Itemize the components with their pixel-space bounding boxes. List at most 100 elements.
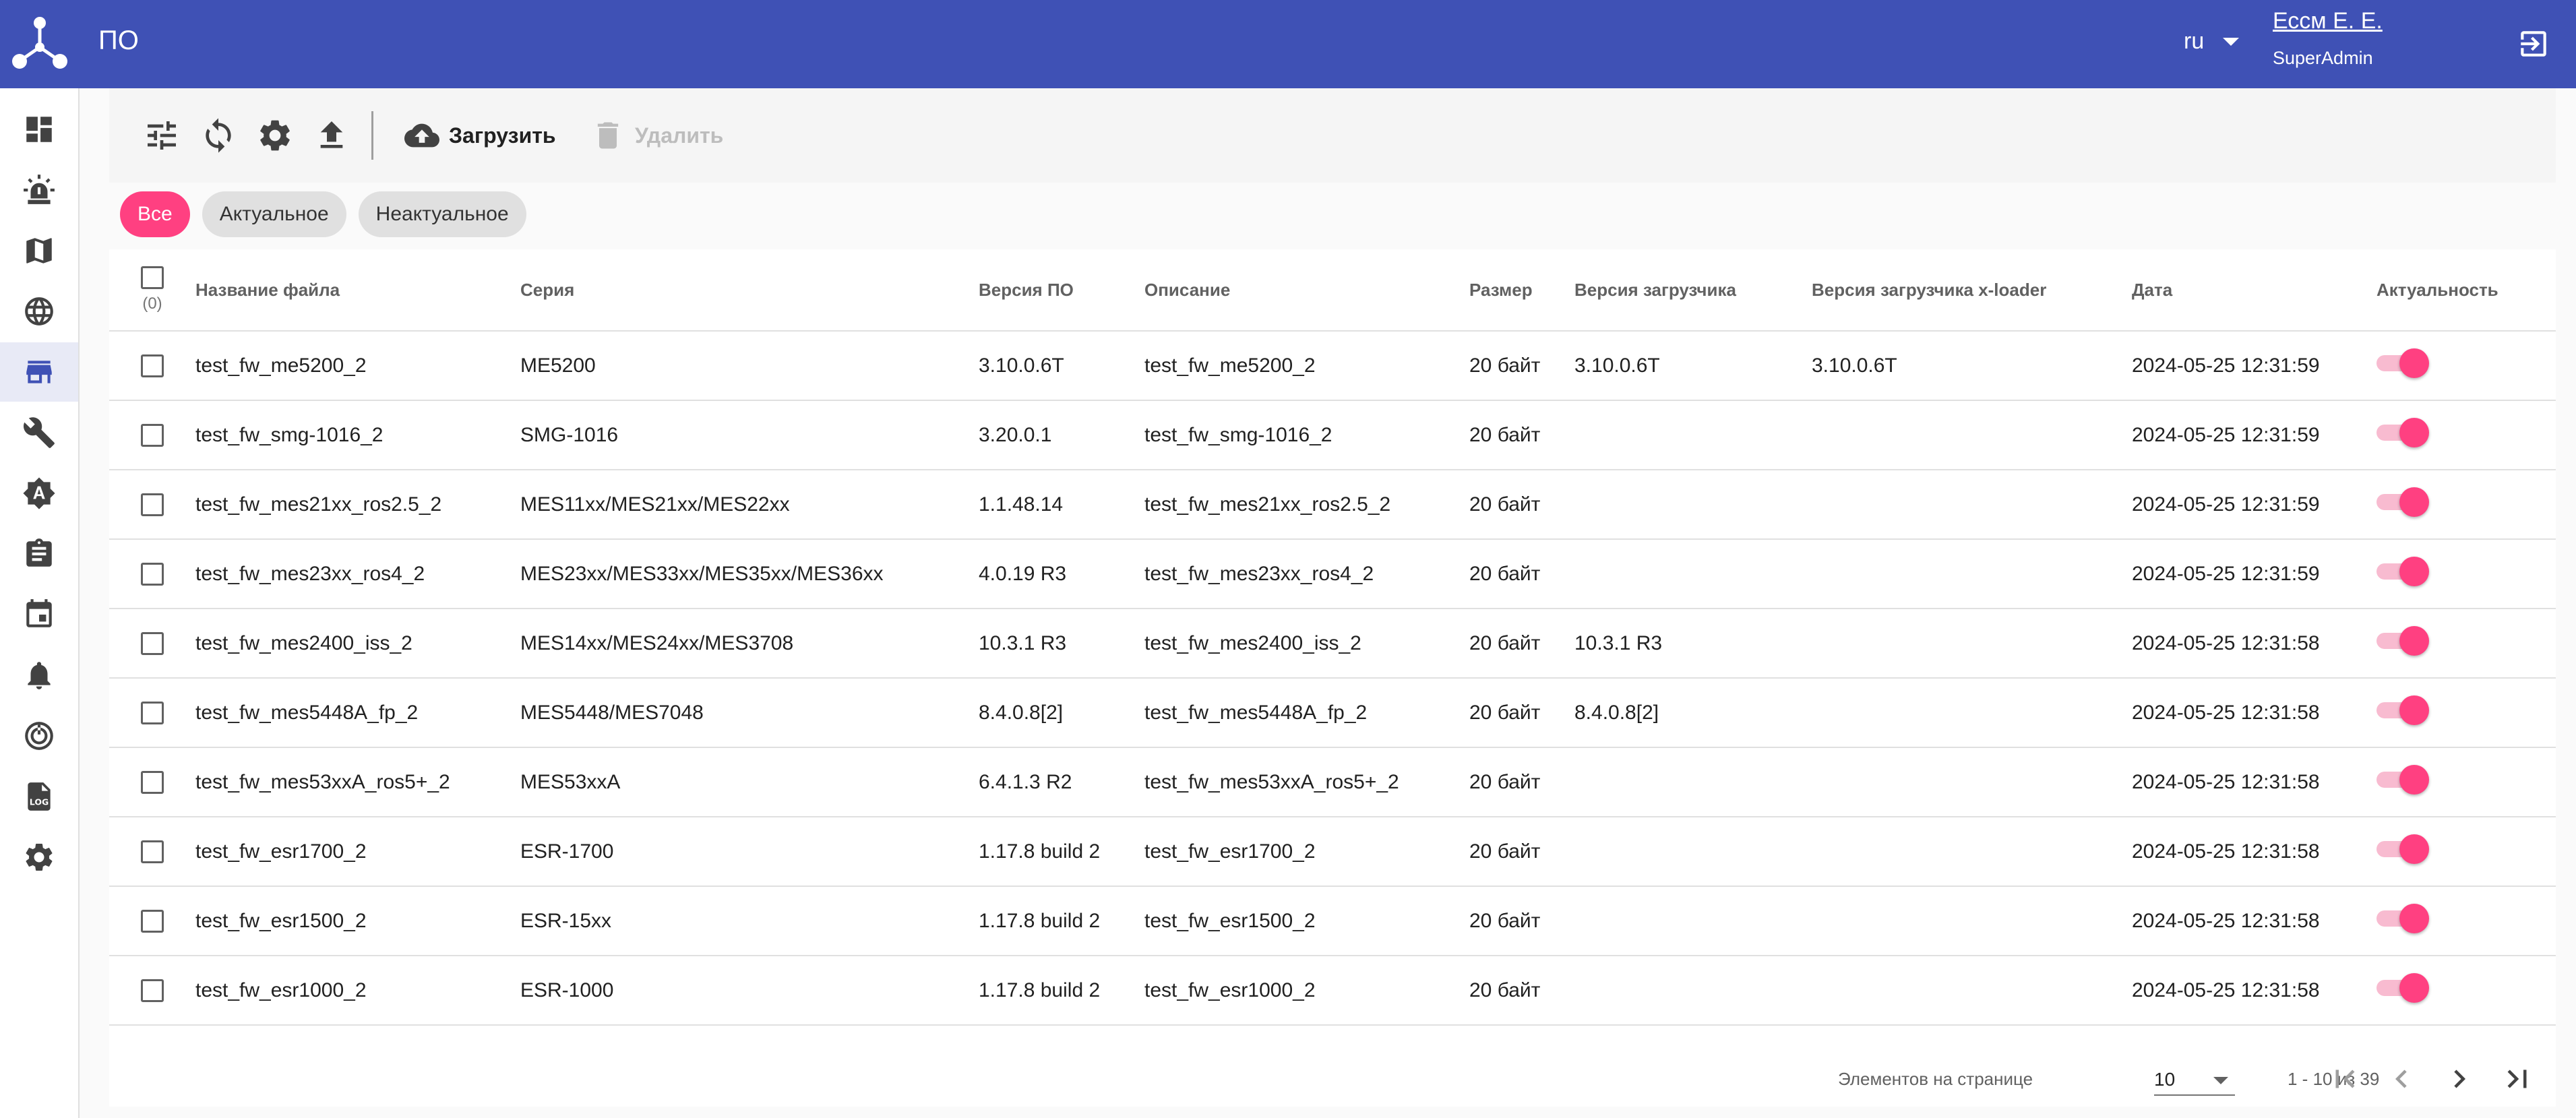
col-fw-version[interactable]: Версия ПО — [979, 249, 1144, 332]
table-row[interactable]: test_fw_mes5448A_fp_2 MES5448/MES7048 8.4.… — [109, 678, 2556, 748]
cell-boot-version — [1574, 400, 1812, 470]
cell-size: 20 байт — [1469, 331, 1574, 401]
sidebar-item-wrench[interactable] — [0, 403, 78, 462]
cell-size: 20 байт — [1469, 956, 1574, 1026]
table-row[interactable]: test_fw_me5200_2 ME5200 3.10.0.6T test_fw_m… — [109, 331, 2556, 401]
col-date[interactable]: Дата — [2132, 249, 2376, 332]
cell-actual — [2376, 956, 2556, 1026]
cell-boot-version — [1574, 539, 1812, 609]
tune-icon[interactable] — [143, 117, 181, 154]
sidebar-item-clipboard[interactable] — [0, 524, 78, 584]
actual-toggle[interactable] — [2376, 903, 2429, 933]
sidebar-item-bell[interactable] — [0, 646, 78, 705]
sidebar-item-log[interactable]: LOG — [0, 767, 78, 826]
actual-toggle[interactable] — [2376, 972, 2429, 1003]
refresh-icon[interactable] — [200, 117, 237, 154]
upload-icon[interactable] — [313, 117, 350, 154]
table-row[interactable]: test_fw_smg-1016_2 SMG-1016 3.20.0.1 test_f… — [109, 400, 2556, 470]
cell-date: 2024-05-25 12:31:59 — [2132, 470, 2376, 540]
actual-toggle[interactable] — [2376, 695, 2429, 725]
cell-series: MES53xxA — [520, 747, 979, 817]
toggle-knob — [2399, 417, 2429, 447]
row-checkbox[interactable] — [141, 493, 164, 517]
col-file-name[interactable]: Название файла — [195, 249, 520, 332]
toolbar-divider — [371, 111, 373, 160]
row-checkbox[interactable] — [141, 563, 164, 586]
row-checkbox[interactable] — [141, 354, 164, 378]
actual-toggle[interactable] — [2376, 764, 2429, 795]
actual-toggle[interactable] — [2376, 487, 2429, 517]
chip-actual[interactable]: Актуальное — [202, 191, 346, 237]
cloud-upload-icon — [404, 123, 439, 148]
sidebar-item-globe[interactable] — [0, 282, 78, 341]
sidebar-item-calendar[interactable] — [0, 585, 78, 644]
table-row[interactable]: test_fw_mes23xx_ros4_2 MES23xx/MES33xx/ME… — [109, 539, 2556, 609]
sidebar-item-store[interactable] — [0, 342, 78, 402]
page-size-select[interactable]: 10 — [2154, 1062, 2235, 1096]
col-size[interactable]: Размер — [1469, 249, 1574, 332]
sidebar-item-alarm-light[interactable] — [0, 160, 78, 220]
row-checkbox[interactable] — [141, 771, 164, 795]
sidebar-item-auto-brightness[interactable] — [0, 464, 78, 523]
cell-fw-version: 6.4.1.3 R2 — [979, 747, 1144, 817]
table-row[interactable]: test_fw_mes53xxA_ros5+_2 MES53xxA 6.4.1.3 … — [109, 747, 2556, 817]
actual-toggle[interactable] — [2376, 834, 2429, 864]
sidebar-item-target[interactable] — [0, 706, 78, 766]
cell-xloader-version — [1812, 678, 2132, 748]
col-description[interactable]: Описание — [1144, 249, 1469, 332]
language-select[interactable]: ru — [2184, 28, 2240, 55]
cell-boot-version: 8.4.0.8[2] — [1574, 678, 1812, 748]
cell-actual — [2376, 886, 2556, 956]
row-checkbox[interactable] — [141, 910, 164, 933]
row-checkbox[interactable] — [141, 702, 164, 725]
actual-toggle[interactable] — [2376, 556, 2429, 586]
cell-boot-version — [1574, 956, 1812, 1026]
col-xloader-version[interactable]: Версия загрузчика x-loader — [1812, 249, 2132, 332]
table-row[interactable]: test_fw_mes2400_iss_2 MES14xx/MES24xx/MES… — [109, 609, 2556, 679]
cell-description: test_fw_esr1000_2 — [1144, 956, 1469, 1026]
row-checkbox[interactable] — [141, 424, 164, 447]
svg-text:LOG: LOG — [30, 797, 49, 807]
row-select-cell — [109, 470, 195, 540]
logout-icon[interactable] — [2517, 27, 2550, 61]
logo-icon[interactable] — [11, 13, 69, 71]
sidebar-item-dashboard[interactable] — [0, 100, 78, 159]
upload-button[interactable]: Загрузить — [404, 117, 556, 154]
cell-date: 2024-05-25 12:31:58 — [2132, 747, 2376, 817]
col-actual[interactable]: Актуальность — [2376, 249, 2556, 332]
actual-toggle[interactable] — [2376, 348, 2429, 378]
actual-toggle[interactable] — [2376, 417, 2429, 447]
settings-icon[interactable] — [256, 117, 294, 154]
delete-button[interactable]: Удалить — [590, 117, 723, 154]
user-name-link[interactable]: Ессм Е. Е. — [2273, 8, 2383, 34]
row-checkbox[interactable] — [141, 632, 164, 656]
row-checkbox[interactable] — [141, 979, 164, 1003]
last-page-icon[interactable] — [2499, 1061, 2536, 1097]
actual-toggle[interactable] — [2376, 625, 2429, 656]
chip-not-actual[interactable]: Неактуальное — [358, 191, 526, 237]
cell-size: 20 байт — [1469, 470, 1574, 540]
chip-all[interactable]: Все — [120, 191, 190, 237]
cell-file-name: test_fw_mes21xx_ros2.5_2 — [195, 470, 520, 540]
previous-page-icon[interactable] — [2383, 1061, 2420, 1097]
cell-file-name: test_fw_me5200_2 — [195, 331, 520, 401]
toggle-knob — [2399, 972, 2429, 1003]
table-header-row: (0) Название файла Серия Версия ПО Описа… — [109, 249, 2556, 332]
col-series[interactable]: Серия — [520, 249, 979, 332]
next-page-icon[interactable] — [2441, 1061, 2478, 1097]
cell-date: 2024-05-25 12:31:58 — [2132, 886, 2376, 956]
cell-description: test_fw_esr1500_2 — [1144, 886, 1469, 956]
select-all-checkbox[interactable] — [141, 266, 164, 290]
sidebar-item-settings[interactable] — [0, 828, 78, 887]
col-boot-version[interactable]: Версия загрузчика — [1574, 249, 1812, 332]
cell-series: MES23xx/MES33xx/MES35xx/MES36xx — [520, 539, 979, 609]
table-row[interactable]: test_fw_mes21xx_ros2.5_2 MES11xx/MES21xx/… — [109, 470, 2556, 540]
sidebar-item-map[interactable] — [0, 221, 78, 280]
cell-size: 20 байт — [1469, 817, 1574, 887]
cell-file-name: test_fw_mes23xx_ros4_2 — [195, 539, 520, 609]
first-page-icon[interactable] — [2327, 1061, 2363, 1097]
row-checkbox[interactable] — [141, 840, 164, 864]
